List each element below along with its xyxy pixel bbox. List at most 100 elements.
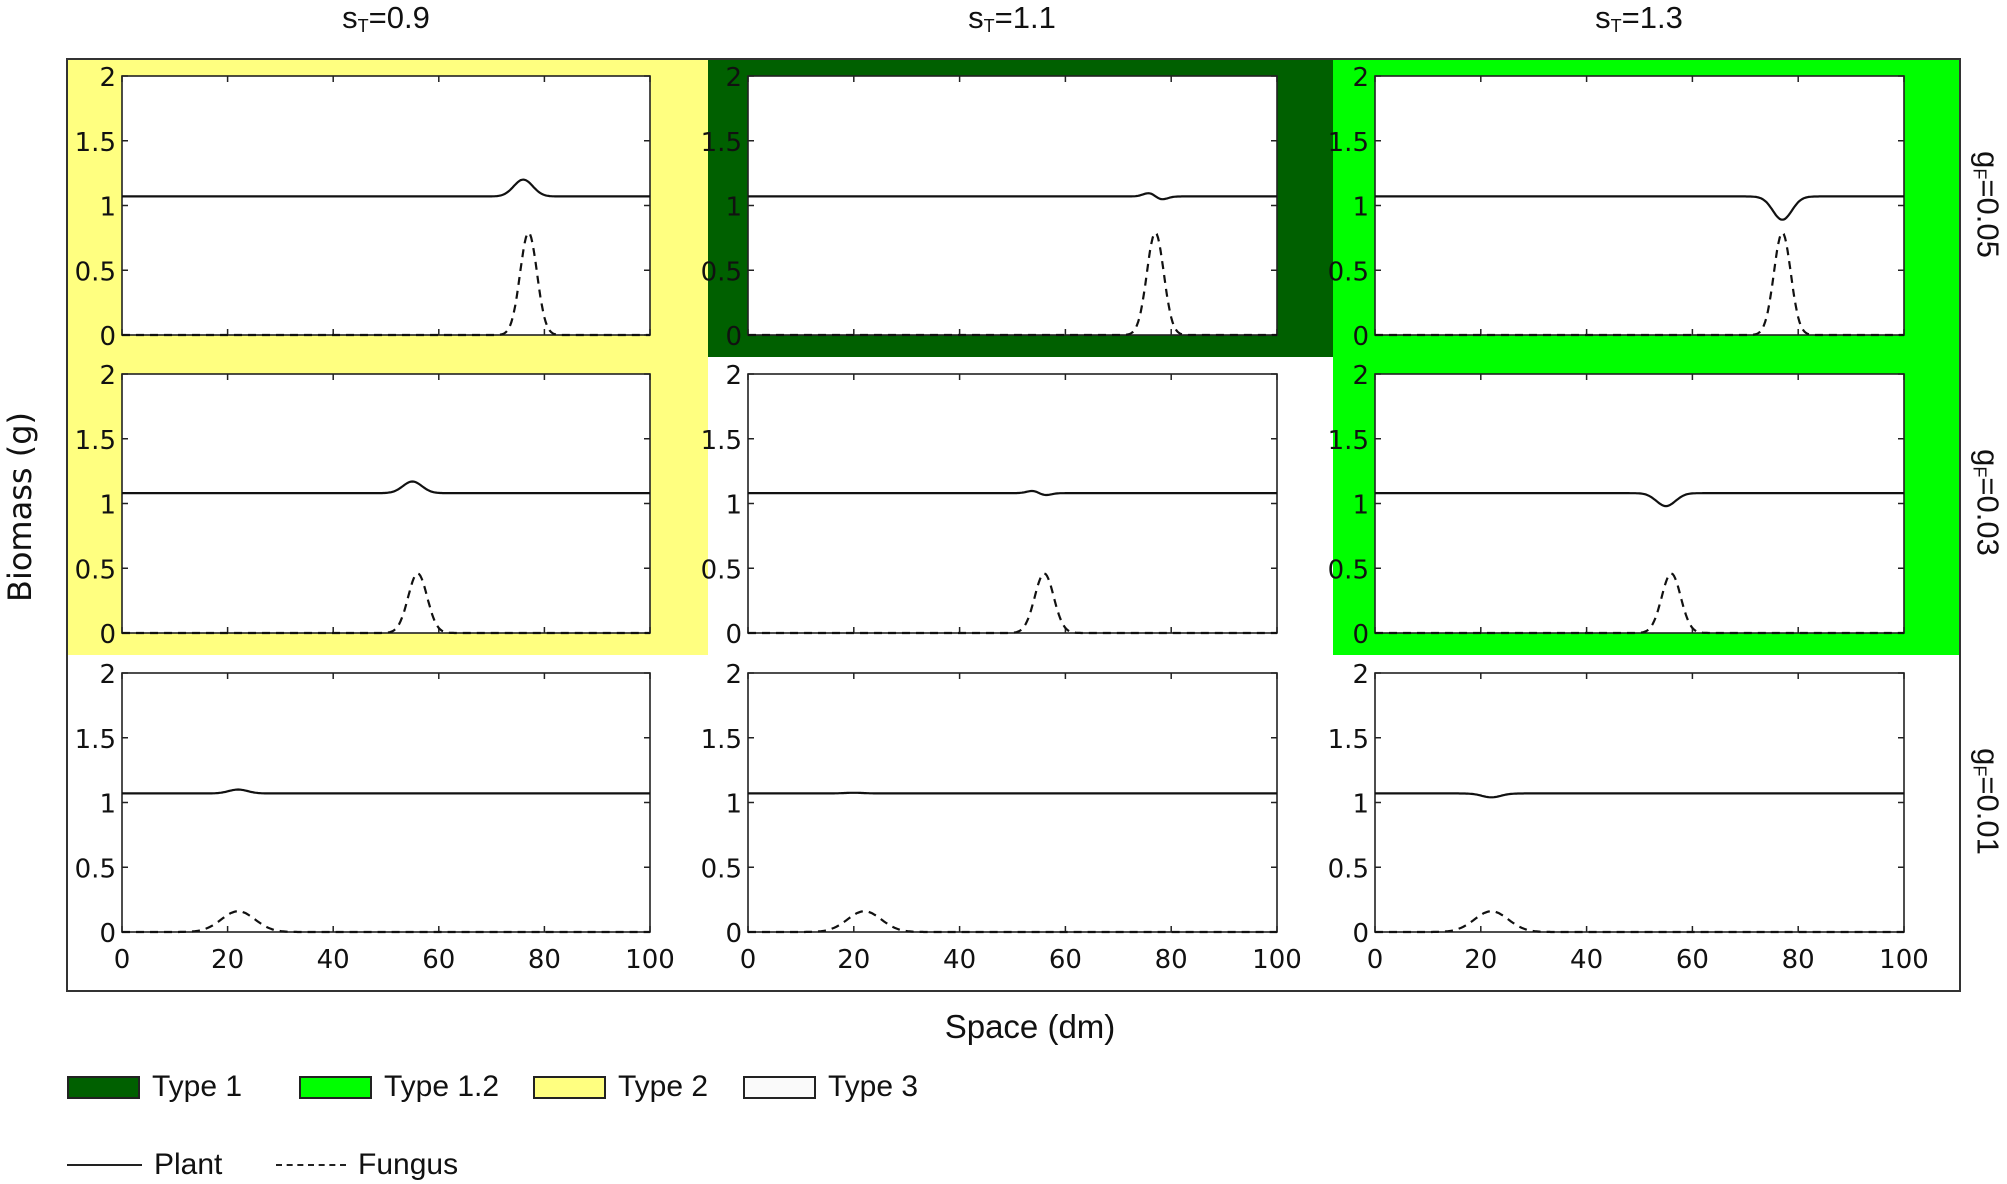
svg-text:1: 1 [725,193,742,223]
svg-text:1: 1 [1352,193,1369,223]
svg-text:0.5: 0.5 [75,854,116,884]
svg-text:2: 2 [1352,63,1369,93]
svg-text:0.5: 0.5 [701,555,742,585]
svg-text:0.5: 0.5 [1328,257,1369,287]
y-axis-label: Biomass (g) [1,412,39,602]
solid-line-sample [67,1164,142,1166]
svg-text:1.5: 1.5 [75,128,116,158]
legend-swatch-type-1 [67,1075,140,1099]
svg-text:20: 20 [1464,945,1497,975]
svg-text:0: 0 [725,620,742,650]
panel-r2-c2: 00.511.520 20 40 60 80 100 [1328,660,1929,975]
svg-text:0: 0 [114,945,131,975]
fungus-line [748,572,1277,635]
x-axis-label: Space (dm) [944,1008,1116,1045]
legend-item-type-2: Type 2 [533,1068,708,1106]
svg-text:1.5: 1.5 [75,725,116,755]
legend-swatch-type-2 [533,1075,606,1099]
plant-line [748,489,1277,497]
svg-text:40: 40 [1570,945,1603,975]
svg-text:1: 1 [725,790,742,820]
row-header-1: gF=0.03 [1969,449,2006,556]
svg-text:0: 0 [99,620,116,650]
svg-text:1: 1 [99,193,116,223]
plant-line [122,480,650,495]
fungus-line [122,572,650,635]
svg-text:0: 0 [99,322,116,352]
svg-text:0: 0 [1352,919,1369,949]
plot-area: 00.511.5200.511.5200.511.5200.511.5200.5… [66,58,1961,992]
svg-text:1.5: 1.5 [1328,725,1369,755]
legend-item-fungus: Fungus [276,1146,458,1184]
svg-text:2: 2 [725,361,742,391]
svg-text:1.5: 1.5 [75,426,116,456]
svg-text:2: 2 [99,63,116,93]
column-header-1: sT=1.1 [968,0,1056,36]
svg-text:0: 0 [740,945,757,975]
svg-text:0: 0 [1352,620,1369,650]
panel-r2-c1: 00.511.520 20 40 60 80 100 [701,660,1302,975]
panel-r1-c1: 0 0.5 1 1.5 2 [701,361,1278,650]
svg-text:2: 2 [1352,660,1369,690]
svg-text:0.5: 0.5 [701,257,742,287]
plant-line [748,791,1277,795]
panel-r1-c0: 0 0.5 1 1.5 2 [75,361,651,650]
fungus-line [122,231,650,337]
svg-text:1.5: 1.5 [701,426,742,456]
svg-text:1.5: 1.5 [701,725,742,755]
svg-text:1.5: 1.5 [1328,128,1369,158]
legend-item-type-1: Type 1 [67,1068,242,1106]
svg-text:0: 0 [725,919,742,949]
legend-item-plant: Plant [67,1146,222,1184]
svg-text:60: 60 [422,945,455,975]
panel-r0-c2: 0 0.5 1 1.5 2 [1328,63,1905,352]
svg-text:1: 1 [725,491,742,521]
svg-text:1: 1 [99,790,116,820]
column-header-2: sT=1.3 [1595,0,1683,36]
svg-text:100: 100 [625,945,675,975]
svg-text:0.5: 0.5 [701,854,742,884]
svg-text:0: 0 [1352,322,1369,352]
row-header-0: gF=0.05 [1969,151,2006,258]
svg-text:40: 40 [943,945,976,975]
panel-r2-c0: 00.511.520 20 40 60 80 100 [75,660,675,975]
svg-text:2: 2 [99,660,116,690]
plant-line [748,192,1277,201]
legend-swatch-type-3 [743,1075,816,1099]
panel-r0-c1: 0 0.5 1 1.5 2 [701,63,1278,352]
svg-text:0: 0 [1367,945,1384,975]
svg-text:1: 1 [1352,790,1369,820]
plant-line [122,788,650,795]
legend-swatch-type-1-2 [299,1075,372,1099]
svg-text:40: 40 [317,945,350,975]
svg-text:80: 80 [1782,945,1815,975]
fungus-line [1375,231,1904,337]
panel-r1-c2: 0 0.5 1 1.5 2 [1328,361,1905,650]
svg-text:2: 2 [1352,361,1369,391]
svg-text:1: 1 [99,491,116,521]
svg-text:2: 2 [725,63,742,93]
svg-text:2: 2 [725,660,742,690]
svg-text:80: 80 [1155,945,1188,975]
fungus-line [122,910,650,934]
fungus-line [1375,910,1904,934]
legend-item-type-3: Type 3 [743,1068,918,1106]
plant-line [1375,792,1904,799]
fungus-line [1375,572,1904,635]
svg-text:1: 1 [1352,491,1369,521]
svg-text:0: 0 [99,919,116,949]
svg-text:60: 60 [1676,945,1709,975]
plant-line [1375,492,1904,508]
svg-text:0.5: 0.5 [1328,854,1369,884]
svg-text:0.5: 0.5 [75,257,116,287]
panel-r0-c0: 0 0.5 1 1.5 2 [75,63,651,352]
outer-frame [66,58,1961,992]
svg-text:80: 80 [528,945,561,975]
plant-line [1375,195,1904,221]
fungus-line [748,231,1277,337]
fungus-line [748,910,1277,934]
legend-item-type-1-2: Type 1.2 [299,1068,499,1106]
svg-text:1.5: 1.5 [1328,426,1369,456]
svg-text:100: 100 [1252,945,1302,975]
